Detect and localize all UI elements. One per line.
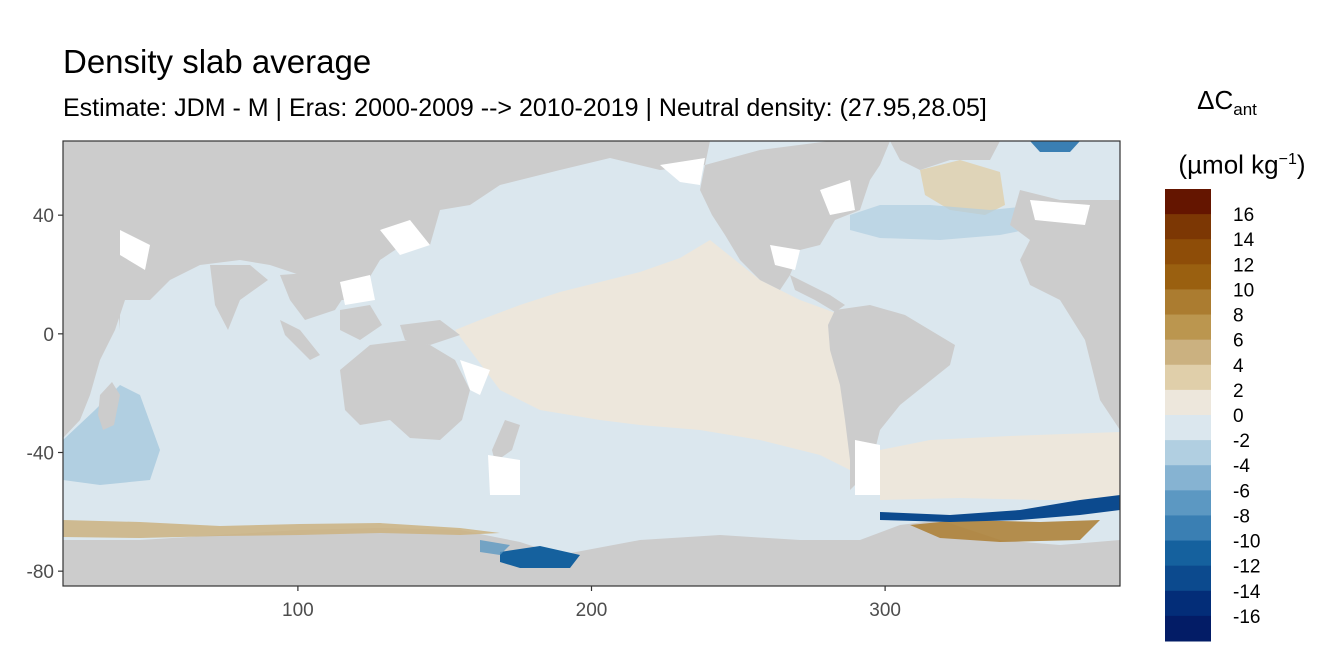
legend-swatch bbox=[1165, 515, 1211, 542]
x-tick-label: 300 bbox=[869, 600, 901, 621]
legend-swatch bbox=[1165, 189, 1211, 215]
north-atlantic-positive-region bbox=[920, 160, 1005, 215]
legend-swatch bbox=[1165, 339, 1211, 366]
weddell-sea-positive-patch bbox=[910, 520, 1100, 542]
legend-break-label: -12 bbox=[1233, 557, 1260, 578]
legend-swatch bbox=[1165, 289, 1211, 316]
land-borneo bbox=[340, 305, 382, 340]
no-data-hudson bbox=[820, 180, 855, 215]
legend-subscript: ant bbox=[1233, 100, 1257, 120]
legend-swatch bbox=[1165, 364, 1211, 391]
plot-title: Density slab average bbox=[63, 43, 372, 80]
legend-break-label: 0 bbox=[1233, 406, 1244, 427]
plot-subtitle: Estimate: JDM - M | Eras: 2000-2009 --> … bbox=[63, 94, 987, 122]
land-greenland bbox=[890, 141, 1000, 170]
legend-break-label: 10 bbox=[1233, 280, 1254, 301]
legend-unit-close: ) bbox=[1296, 149, 1306, 180]
land-central-america bbox=[790, 275, 845, 312]
legend-title: ΔCant (µmol kg−1) bbox=[1162, 84, 1322, 181]
legend-break-label: -2 bbox=[1233, 431, 1250, 452]
legend-swatch bbox=[1165, 214, 1211, 240]
land-sumatra bbox=[280, 320, 320, 360]
land-india bbox=[210, 265, 268, 330]
legend-unit: (µmol kg bbox=[1178, 149, 1279, 180]
x-tick-label: 100 bbox=[282, 600, 314, 621]
land-new-zealand bbox=[492, 420, 520, 462]
legend-swatch bbox=[1165, 590, 1211, 617]
land-australia bbox=[340, 340, 470, 440]
x-axis: 100 200 300 bbox=[282, 586, 901, 621]
y-axis: 40 0 -40 -80 bbox=[27, 206, 63, 583]
legend-break-label: -14 bbox=[1233, 582, 1261, 603]
no-data-coral-sea bbox=[460, 360, 490, 395]
legend-swatch bbox=[1165, 239, 1211, 265]
y-tick-label: -40 bbox=[27, 444, 54, 465]
legend-swatch bbox=[1165, 565, 1211, 592]
land-africa-east bbox=[63, 225, 125, 438]
pacific-positive-region bbox=[455, 240, 855, 470]
no-data-bering bbox=[380, 220, 430, 255]
legend-break-label: -10 bbox=[1233, 532, 1260, 553]
legend-break-label: -16 bbox=[1233, 607, 1260, 628]
legend-swatch bbox=[1165, 615, 1211, 642]
legend-break-label: 16 bbox=[1233, 205, 1254, 226]
legend-break-label: 8 bbox=[1233, 306, 1244, 327]
antarctic-coast-positive-band bbox=[63, 520, 500, 538]
ross-sea-shelf-patch bbox=[480, 540, 510, 555]
map-panel bbox=[63, 141, 1120, 586]
land-north-america bbox=[700, 141, 890, 290]
legend-bar bbox=[1165, 189, 1211, 642]
legend-swatch bbox=[1165, 540, 1211, 567]
x-tick-label: 200 bbox=[576, 600, 608, 621]
legend-swatch bbox=[1165, 264, 1211, 290]
legend-break-label: -4 bbox=[1233, 456, 1250, 477]
legend-break-label: 2 bbox=[1233, 381, 1244, 402]
no-data-gulf-of-mexico bbox=[770, 245, 800, 270]
no-data-south-china-sea bbox=[340, 275, 375, 305]
land-antarctica bbox=[63, 520, 1120, 586]
legend-unit-exponent: −1 bbox=[1278, 151, 1297, 169]
no-data-areas bbox=[120, 158, 1090, 495]
legend-swatch bbox=[1165, 415, 1211, 441]
drake-negative-band bbox=[880, 495, 1120, 522]
legend-swatch bbox=[1165, 314, 1211, 341]
legend-break-label: -8 bbox=[1233, 506, 1250, 527]
land-southeast-asia bbox=[280, 272, 345, 320]
legend-swatch bbox=[1165, 389, 1211, 416]
madagascar-negative-region bbox=[63, 385, 160, 485]
legend-break-label: 12 bbox=[1233, 255, 1254, 276]
no-data-arctic-pacific bbox=[660, 158, 705, 185]
no-data-tasman bbox=[488, 455, 520, 495]
no-data-mediterranean bbox=[1030, 200, 1090, 225]
legend-swatch bbox=[1165, 490, 1211, 516]
land-europe-africa bbox=[1010, 190, 1120, 430]
y-tick-label: -80 bbox=[27, 562, 54, 583]
legend-break-label: 14 bbox=[1233, 230, 1255, 251]
south-atlantic-positive-region bbox=[880, 432, 1120, 500]
legend-break-label: -6 bbox=[1233, 481, 1250, 502]
legend-symbol: ΔC bbox=[1197, 85, 1234, 115]
y-tick-label: 0 bbox=[43, 325, 54, 346]
arctic-negative-patch bbox=[1030, 141, 1080, 152]
legend-swatch bbox=[1165, 465, 1211, 491]
land-madagascar bbox=[98, 382, 120, 430]
no-data-red-sea bbox=[120, 230, 150, 270]
north-atlantic-negative-region bbox=[850, 205, 1050, 240]
legend-labels: 16 14 12 10 8 6 4 2 0 -2 -4 -6 -8 -10 -12 -14 -16 bbox=[1233, 205, 1261, 628]
y-tick-label: 40 bbox=[33, 206, 54, 227]
land-new-guinea bbox=[400, 320, 460, 345]
legend-break-label: 6 bbox=[1233, 331, 1244, 352]
no-data-patagonian-shelf bbox=[855, 440, 880, 495]
legend-break-label: 4 bbox=[1233, 356, 1244, 377]
ross-sea-negative-patch bbox=[500, 546, 580, 568]
legend-swatch bbox=[1165, 440, 1211, 466]
